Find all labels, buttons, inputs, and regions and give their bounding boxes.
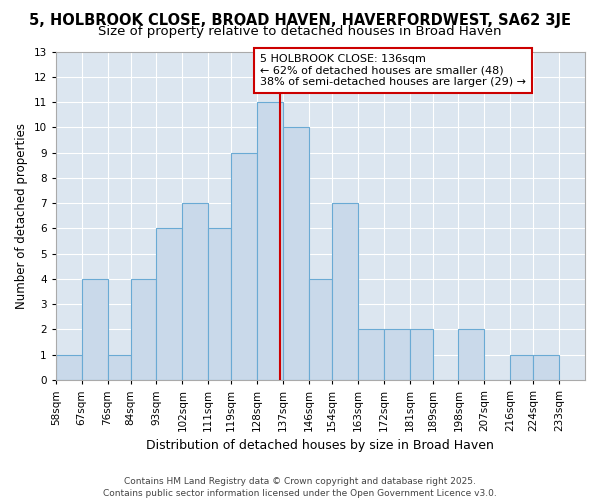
Bar bbox=[257, 102, 283, 380]
Bar bbox=[107, 354, 131, 380]
Bar bbox=[309, 279, 332, 380]
Bar bbox=[410, 330, 433, 380]
Bar bbox=[157, 228, 182, 380]
Text: Contains HM Land Registry data © Crown copyright and database right 2025.
Contai: Contains HM Land Registry data © Crown c… bbox=[103, 476, 497, 498]
Bar bbox=[533, 354, 559, 380]
Y-axis label: Number of detached properties: Number of detached properties bbox=[15, 123, 28, 309]
Bar bbox=[510, 354, 533, 380]
Bar bbox=[56, 354, 82, 380]
Bar bbox=[231, 152, 257, 380]
Bar bbox=[182, 203, 208, 380]
Bar bbox=[283, 128, 309, 380]
Text: 5, HOLBROOK CLOSE, BROAD HAVEN, HAVERFORDWEST, SA62 3JE: 5, HOLBROOK CLOSE, BROAD HAVEN, HAVERFOR… bbox=[29, 12, 571, 28]
Bar bbox=[82, 279, 107, 380]
Text: Size of property relative to detached houses in Broad Haven: Size of property relative to detached ho… bbox=[98, 25, 502, 38]
Bar bbox=[208, 228, 231, 380]
Bar bbox=[332, 203, 358, 380]
Text: 5 HOLBROOK CLOSE: 136sqm
← 62% of detached houses are smaller (48)
38% of semi-d: 5 HOLBROOK CLOSE: 136sqm ← 62% of detach… bbox=[260, 54, 526, 87]
Bar bbox=[383, 330, 410, 380]
Bar bbox=[131, 279, 157, 380]
X-axis label: Distribution of detached houses by size in Broad Haven: Distribution of detached houses by size … bbox=[146, 440, 494, 452]
Bar bbox=[358, 330, 383, 380]
Bar bbox=[458, 330, 484, 380]
